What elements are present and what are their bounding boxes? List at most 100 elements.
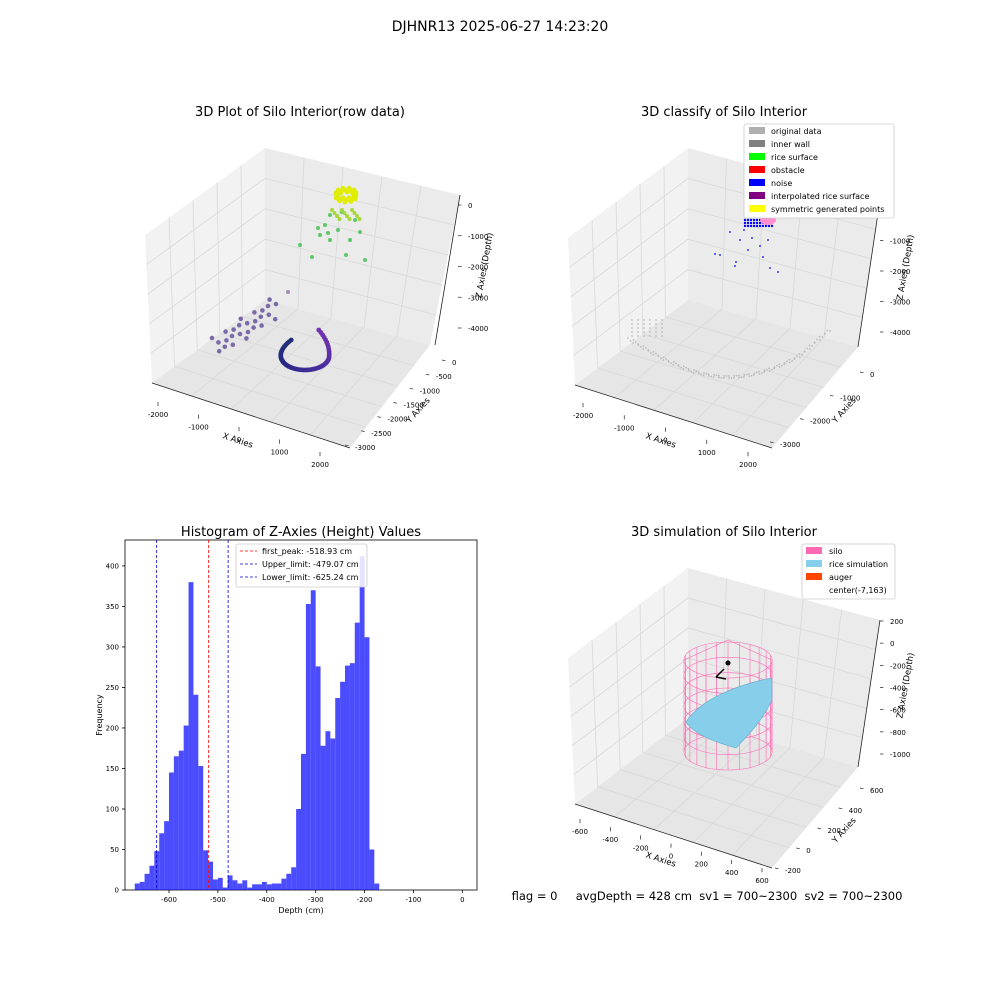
data-point xyxy=(767,224,771,228)
grid-line xyxy=(192,200,198,350)
data-point xyxy=(707,373,710,376)
data-point xyxy=(267,297,272,302)
histogram-bar xyxy=(159,833,165,890)
x-tick-label: -600 xyxy=(161,896,177,904)
z-axis-tick-label: 0 xyxy=(890,640,894,648)
data-point xyxy=(749,218,753,222)
y-axis-tick xyxy=(361,430,365,432)
grid-line xyxy=(639,603,644,753)
data-point xyxy=(209,335,215,341)
data-point xyxy=(803,350,806,353)
data-point xyxy=(719,254,721,256)
data-point xyxy=(749,224,753,228)
data-point xyxy=(692,371,695,374)
data-point xyxy=(743,224,747,228)
grid-line xyxy=(150,269,437,354)
y-axis-tick xyxy=(859,787,864,790)
data-point xyxy=(345,214,349,218)
data-point xyxy=(764,224,768,228)
data-point xyxy=(729,231,731,233)
x-axis-label: X Axies xyxy=(644,431,677,450)
y-axis-tick xyxy=(409,387,414,390)
data-point xyxy=(655,335,657,337)
histogram-bar xyxy=(252,884,257,890)
data-point xyxy=(687,368,690,370)
data-point xyxy=(328,213,332,217)
x-tick-label: -400 xyxy=(259,896,275,904)
auger xyxy=(715,676,727,680)
data-point xyxy=(649,351,652,354)
y-axis-tick xyxy=(817,827,822,830)
data-point xyxy=(829,330,831,332)
data-point xyxy=(708,375,710,377)
histogram-bar xyxy=(198,766,204,890)
panel-raw-3d: 3D Plot of Silo Interior(row data) -2000 -… xyxy=(145,105,496,469)
data-point xyxy=(655,323,657,325)
legend-box xyxy=(743,123,895,219)
data-point xyxy=(328,238,332,242)
histogram-bar xyxy=(178,750,184,890)
axis-line xyxy=(574,384,773,449)
legend-label: silo xyxy=(829,547,843,556)
data-point xyxy=(781,364,783,367)
legend-swatch xyxy=(749,140,765,147)
legend-label: center(-7,163) xyxy=(829,586,887,595)
x-axis-tick-label: -1000 xyxy=(614,424,634,432)
data-point xyxy=(770,368,773,371)
histogram-bar xyxy=(237,883,243,890)
panel-simulation-3d: 3D simulation of Silo Interior -600 -400 -2… xyxy=(568,525,917,885)
legend-box xyxy=(801,543,896,600)
axis-line xyxy=(434,194,461,346)
grid-line xyxy=(573,687,863,776)
data-point xyxy=(751,237,753,239)
data-point xyxy=(336,228,340,232)
grid-line xyxy=(216,182,221,334)
data-point xyxy=(251,325,256,330)
data-point xyxy=(769,267,771,269)
data-point xyxy=(677,364,680,366)
histogram-bar xyxy=(335,697,341,890)
y-axis-tick xyxy=(344,444,349,447)
legend-label: interpolated rice surface xyxy=(771,192,869,201)
data-point xyxy=(728,377,731,379)
data-point xyxy=(647,348,650,351)
data-point xyxy=(661,327,663,329)
x-axis-tick-label: 0 xyxy=(663,437,667,445)
data-point xyxy=(665,357,667,360)
data-point xyxy=(318,233,322,237)
y-tick-label: 100 xyxy=(106,805,119,813)
data-point xyxy=(826,329,829,332)
x-axis-tick-label: 0 xyxy=(237,436,241,444)
data-point xyxy=(338,190,344,196)
data-point xyxy=(344,253,348,257)
data-point xyxy=(758,370,760,373)
data-point xyxy=(637,343,639,345)
data-point xyxy=(637,331,639,333)
data-point xyxy=(265,303,271,309)
data-point xyxy=(216,348,222,354)
grid-line xyxy=(732,337,825,436)
grid-line xyxy=(653,318,757,411)
histogram-bar xyxy=(315,666,321,890)
legend-label: rice surface xyxy=(771,153,818,162)
x-axis-tick-label: 0 xyxy=(669,853,673,861)
grid-line xyxy=(197,349,383,408)
suptitle: DJHNR13 2025-06-27 14:23:20 xyxy=(392,19,609,35)
legend-label: Lower_limit: -625.24 cm xyxy=(262,573,359,582)
axes-pane-floor xyxy=(575,300,858,448)
data-point xyxy=(770,224,774,228)
panel-title: 3D classify of Silo Interior xyxy=(641,105,808,120)
data-point xyxy=(286,290,290,294)
data-point xyxy=(642,345,645,347)
x-axis-tick-label: 400 xyxy=(725,869,738,877)
data-point xyxy=(353,218,357,222)
x-axis-tick-label: 600 xyxy=(755,877,768,885)
grid-line xyxy=(146,177,455,265)
data-point xyxy=(649,323,651,325)
x-tick-label: -500 xyxy=(210,896,226,904)
data-point xyxy=(631,331,633,333)
grid-line xyxy=(692,327,791,424)
y-axis-tick xyxy=(796,847,800,850)
data-point xyxy=(332,211,337,215)
